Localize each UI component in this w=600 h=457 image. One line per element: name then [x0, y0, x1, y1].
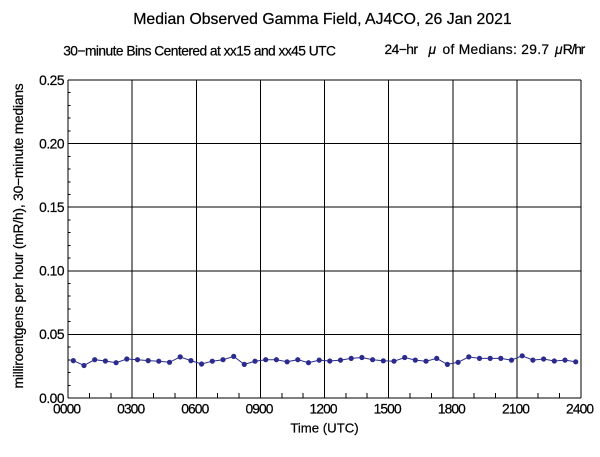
- svg-text:24−hr: 24−hr: [385, 42, 419, 57]
- svg-text:0300: 0300: [117, 401, 145, 416]
- svg-text:0.15: 0.15: [39, 200, 65, 215]
- svg-text:1200: 1200: [310, 401, 338, 416]
- svg-text:0.10: 0.10: [39, 264, 65, 279]
- svg-text:milliroentgens per hour (mR/h): milliroentgens per hour (mR/h), 30−minut…: [11, 83, 26, 388]
- svg-text:1500: 1500: [374, 401, 402, 416]
- svg-text:μ: μ: [554, 42, 563, 57]
- svg-text:μ: μ: [428, 42, 437, 57]
- svg-text:Time (UTC): Time (UTC): [290, 421, 358, 436]
- svg-text:0.25: 0.25: [39, 73, 65, 88]
- svg-text:30−minute Bins Centered at xx1: 30−minute Bins Centered at xx15 and xx45…: [63, 44, 336, 59]
- svg-text:0900: 0900: [245, 401, 273, 416]
- svg-text:0.05: 0.05: [39, 327, 65, 342]
- svg-text:0000: 0000: [53, 401, 81, 416]
- svg-text:Median Observed Gamma Field, A: Median Observed Gamma Field, AJ4CO, 26 J…: [133, 11, 512, 28]
- svg-text:R/hr: R/hr: [563, 42, 586, 57]
- svg-text:0600: 0600: [181, 401, 209, 416]
- svg-text:0.20: 0.20: [39, 136, 65, 151]
- svg-text:of Medians: 29.7: of Medians: 29.7: [443, 42, 550, 57]
- svg-text:0.00: 0.00: [39, 391, 65, 406]
- svg-text:2400: 2400: [566, 401, 594, 416]
- svg-text:2100: 2100: [502, 401, 530, 416]
- svg-text:1800: 1800: [438, 401, 466, 416]
